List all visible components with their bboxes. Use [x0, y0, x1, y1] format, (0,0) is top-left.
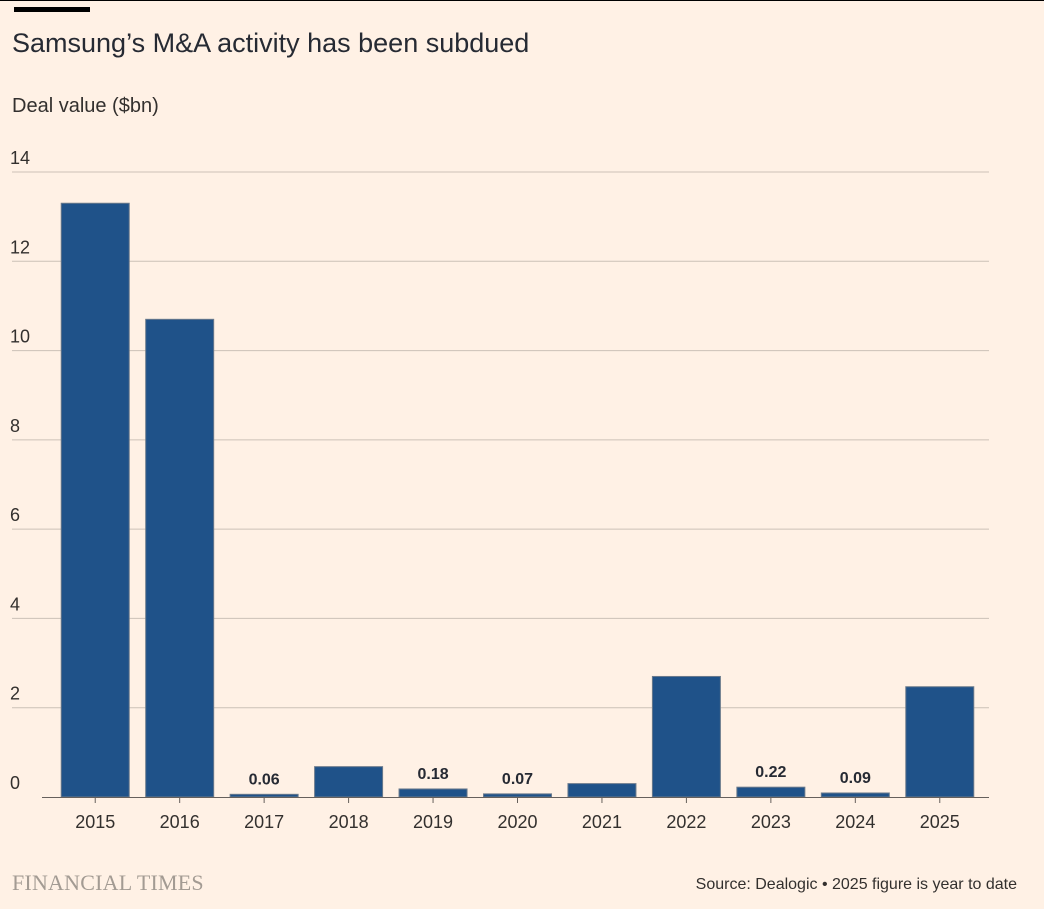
x-tick-label: 2019: [413, 812, 453, 832]
data-label: 0.18: [417, 766, 448, 783]
y-tick-label: 8: [10, 416, 20, 436]
ft-accent-bar: [14, 7, 90, 12]
bar-2023: [736, 786, 806, 798]
y-axis-ticks: 0 2 4 6 8 10 12 14: [10, 150, 30, 793]
x-tick-label: 2022: [666, 812, 706, 832]
bar-2017: [229, 793, 299, 798]
bar-2022: [651, 675, 721, 798]
chart-subtitle: Deal value ($bn): [12, 95, 159, 117]
data-label: 0.07: [502, 771, 533, 788]
y-tick-label: 12: [10, 237, 30, 257]
x-tick-label: 2023: [751, 812, 791, 832]
bars: [60, 202, 975, 798]
bar-2018: [314, 766, 384, 798]
top-rule: [0, 0, 1044, 1]
data-label: 0.22: [755, 764, 786, 781]
bar-2019: [398, 788, 468, 798]
x-tick-label: 2021: [582, 812, 622, 832]
x-tick-label: 2016: [160, 812, 200, 832]
source-note: Source: Dealogic • 2025 figure is year t…: [695, 876, 1017, 893]
x-tick-label: 2025: [920, 812, 960, 832]
x-tick-label: 2015: [75, 812, 115, 832]
x-tick-label: 2017: [244, 812, 284, 832]
y-tick-label: 0: [10, 773, 20, 793]
chart-title: Samsung’s M&A activity has been subdued: [12, 28, 530, 58]
x-tick-label: 2024: [835, 812, 875, 832]
y-tick-label: 4: [10, 594, 20, 614]
bar-2015: [60, 202, 130, 798]
y-tick-label: 2: [10, 684, 20, 704]
bar-2021: [567, 783, 637, 798]
bar-2020: [483, 793, 552, 798]
y-tick-label: 14: [10, 150, 30, 168]
bar-2024: [820, 792, 890, 798]
bar-2016: [145, 318, 215, 798]
data-label: 0.09: [840, 770, 871, 787]
y-tick-label: 6: [10, 505, 20, 525]
ft-brand-logo: FINANCIAL TIMES: [12, 870, 204, 895]
x-tick-label: 2020: [497, 812, 537, 832]
bar-2025: [905, 686, 975, 798]
y-tick-label: 10: [10, 327, 30, 347]
data-label: 0.06: [249, 771, 280, 788]
x-tick-label: 2018: [329, 812, 369, 832]
x-axis-ticks: 2015 2016 2017 2018 2019 2020 2021 2022 2023 2024…: [42, 797, 989, 832]
data-labels: 0.06 0.18 0.07 0.22 0.09: [249, 764, 871, 788]
